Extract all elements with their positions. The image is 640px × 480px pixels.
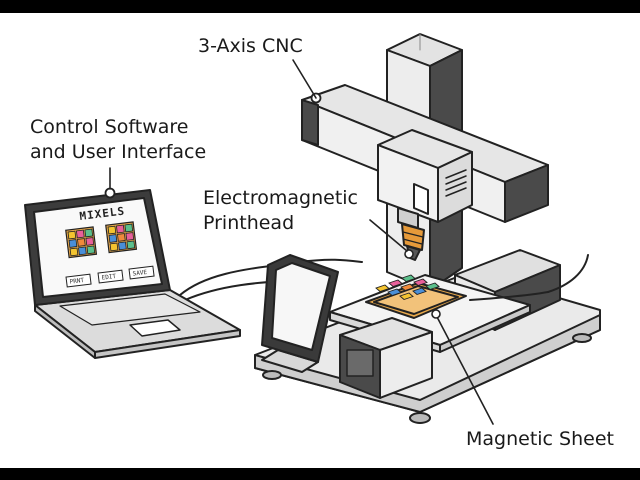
screen-button-save[interactable]: SAVE: [128, 265, 155, 280]
screen-button-edit[interactable]: EDIT: [97, 269, 124, 284]
screen-grid-right-tile: [124, 223, 134, 233]
screen-grid-right-tile: [118, 241, 127, 251]
sheet-tile: [401, 274, 416, 283]
screen-grid-left-tile: [86, 245, 96, 255]
screen-grid-left-tile: [78, 246, 87, 256]
front-block: [339, 317, 433, 399]
sheet-pixel-grid: [375, 274, 440, 301]
sheet-callout-dot: [431, 309, 441, 319]
printhead-carriage: [377, 129, 473, 261]
sheet-tile: [399, 292, 414, 301]
screen-grid-right-tile: [117, 233, 126, 242]
svg-text:EDIT: EDIT: [101, 273, 117, 282]
screen-grid-right-tile: [109, 242, 119, 252]
sheet-tile: [387, 288, 402, 297]
screen-button-prnt[interactable]: PRNT: [65, 273, 92, 288]
printhead-callout-dot: [404, 249, 414, 259]
pixel-grid-right: [105, 221, 138, 254]
svg-text:PRNT: PRNT: [69, 277, 85, 286]
screen-grid-right-tile: [125, 232, 135, 241]
sheet-tile: [375, 284, 390, 293]
screen-grid-right-tile: [108, 234, 118, 243]
screen-grid-left-tile: [67, 230, 77, 240]
screen-grid-right-tile: [115, 224, 125, 234]
pixel-grid-left: [65, 226, 98, 259]
label-magnetic-sheet: Magnetic Sheet: [466, 428, 614, 450]
sheet-tile: [400, 283, 415, 292]
sheet-tile: [388, 279, 403, 288]
label-control-software: Control Software and User Interface: [30, 116, 207, 163]
screen-grid-right-tile: [126, 240, 136, 250]
screen-grid-left-tile: [75, 229, 85, 239]
screen-title: MIXELS: [79, 204, 126, 222]
screen-grid-left-tile: [84, 228, 94, 238]
screen-grid-left-tile: [68, 239, 78, 248]
sheet-tile: [413, 278, 428, 287]
label-electromagnetic-printhead: Electromagnetic Printhead: [203, 187, 359, 234]
software-callout-dot: [104, 187, 116, 199]
screen-grid-left-tile: [69, 247, 79, 257]
screen-grid-right-tile: [107, 225, 117, 235]
screen-grid-left-tile: [85, 237, 95, 246]
screen-grid-left-tile: [77, 238, 86, 247]
laptop-ui: MIXELS PRNT EDIT SAVE: [65, 204, 155, 288]
svg-text:SAVE: SAVE: [132, 269, 148, 278]
touch-display: [261, 254, 339, 373]
callout-lines: [109, 59, 494, 425]
sheet-tile: [425, 282, 440, 291]
label-3-axis-cnc: 3-Axis CNC: [198, 35, 303, 57]
sheet-tile: [412, 287, 427, 296]
